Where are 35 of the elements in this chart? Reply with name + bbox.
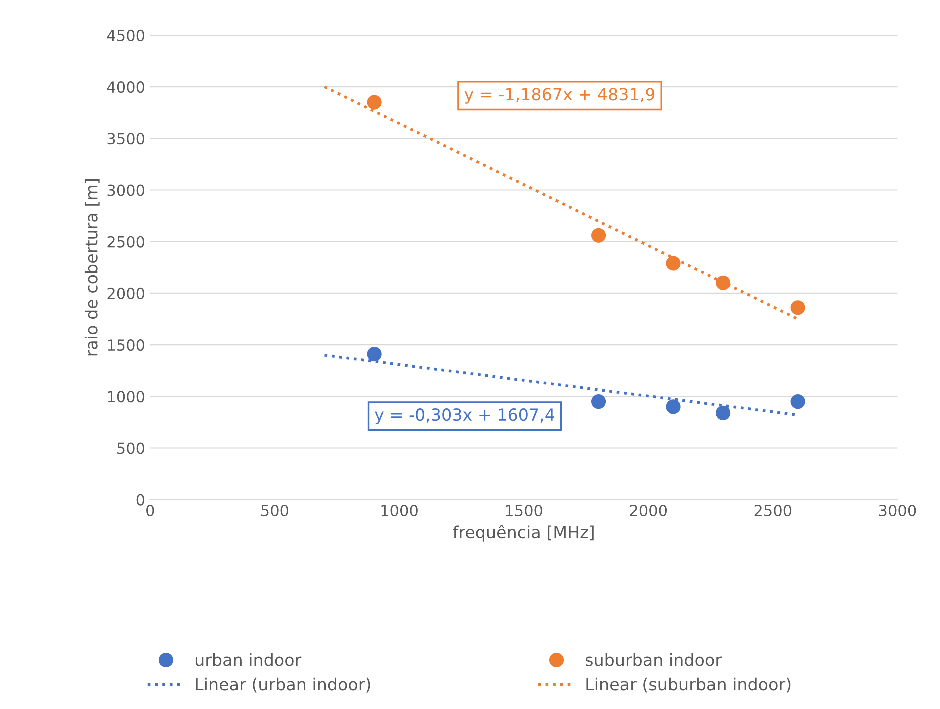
y-tick-label: 2500 <box>108 236 145 248</box>
point <box>790 300 806 316</box>
legend-label: Linear (suburban indoor) <box>586 678 791 693</box>
point <box>666 400 681 414</box>
point <box>666 256 681 271</box>
point <box>716 406 731 420</box>
point <box>367 95 382 110</box>
y-tick-label: 3500 <box>108 133 145 145</box>
x-tick-label: 3000 <box>879 504 916 517</box>
y-tick-label: 4000 <box>107 82 145 94</box>
y-tick-label: 4500 <box>107 30 145 42</box>
y-tick-label: 1000 <box>108 391 145 403</box>
y-axis-title: raio de cobertura [m] <box>84 180 100 356</box>
legend-label: urban indoor <box>196 653 302 666</box>
y-tick-label: 0 <box>136 494 145 506</box>
x-tick-label: 2000 <box>630 504 668 517</box>
x-tick-label: 2500 <box>754 504 792 517</box>
x-tick-label: 1500 <box>506 504 542 517</box>
y-tick-label: 3000 <box>108 184 145 196</box>
y-tick-label: 500 <box>118 442 145 454</box>
point <box>716 276 731 290</box>
point <box>591 394 606 410</box>
legend-label: Linear (urban indoor) <box>196 678 370 693</box>
x-tick-label: 500 <box>262 504 289 517</box>
annotation: y = -0,303x + 1607,4 <box>375 408 555 424</box>
y-tick-label: 2000 <box>108 288 145 300</box>
annotation: y = -1,1867x + 4831,9 <box>464 88 655 104</box>
y-tick-label: 1500 <box>108 340 145 352</box>
legend-label: suburban indoor <box>586 653 722 666</box>
x-axis-title: frequência [MHz] <box>453 525 594 542</box>
point <box>790 394 806 410</box>
point <box>367 347 382 362</box>
x-tick-label: 1000 <box>382 504 418 517</box>
point <box>591 228 606 243</box>
x-tick-label: 0 <box>146 504 154 517</box>
